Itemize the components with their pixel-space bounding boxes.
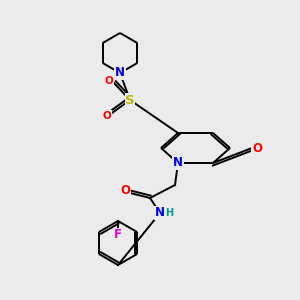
Text: N: N	[155, 206, 165, 220]
Text: H: H	[165, 208, 173, 218]
Text: O: O	[252, 142, 262, 154]
Text: F: F	[114, 229, 122, 242]
Text: O: O	[105, 76, 113, 86]
Text: O: O	[103, 111, 111, 121]
Text: O: O	[120, 184, 130, 197]
Text: N: N	[173, 157, 183, 169]
Text: N: N	[115, 67, 125, 80]
Text: S: S	[125, 94, 135, 106]
